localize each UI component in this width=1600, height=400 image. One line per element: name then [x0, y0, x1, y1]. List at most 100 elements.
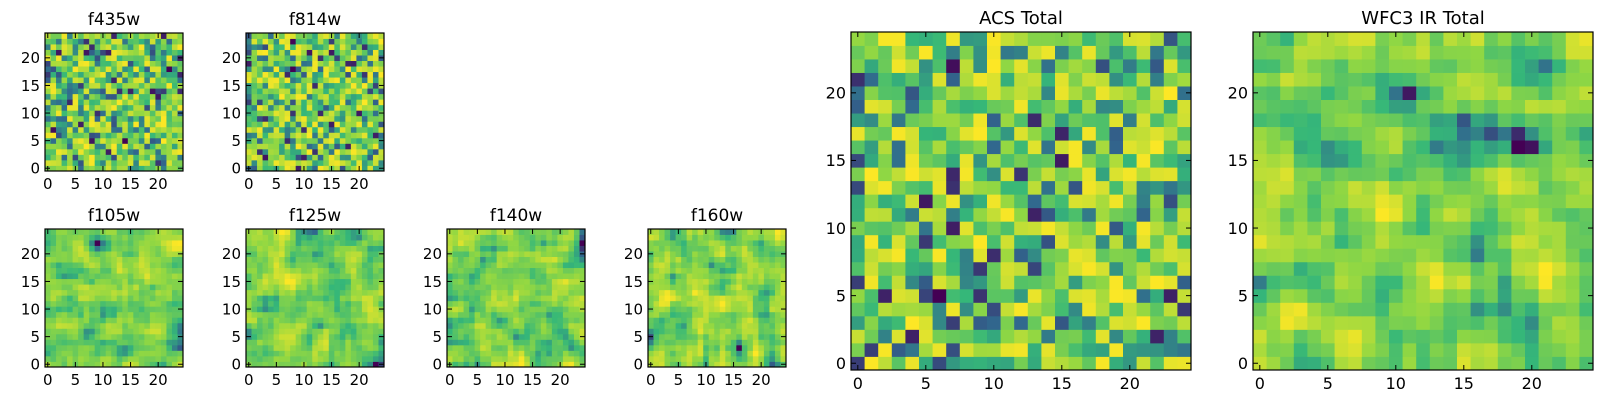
- heatmap-cell: [1402, 329, 1417, 344]
- heatmap-cell: [905, 248, 920, 263]
- heatmap-cell: [703, 267, 710, 274]
- heatmap-cell: [56, 306, 62, 313]
- heatmap-cell: [1177, 140, 1192, 155]
- heatmap-cell: [171, 273, 178, 280]
- heatmap-cell: [339, 339, 346, 346]
- heatmap-cell: [769, 306, 776, 313]
- heatmap-cell: [502, 245, 509, 252]
- heatmap-cell: [317, 165, 324, 172]
- heatmap-cell: [116, 137, 123, 144]
- heatmap-cell: [452, 306, 459, 313]
- heatmap-cell: [769, 295, 776, 302]
- heatmap-cell: [987, 234, 1001, 249]
- heatmap-cell: [149, 317, 156, 324]
- heatmap-cell: [111, 234, 118, 241]
- heatmap-cell: [1000, 261, 1015, 276]
- heatmap-cell: [328, 328, 335, 335]
- heatmap-cell: [323, 71, 330, 78]
- heatmap-cell: [361, 55, 368, 61]
- heatmap-cell: [334, 251, 341, 257]
- heatmap-cell: [1334, 342, 1349, 357]
- heatmap-cell: [697, 306, 704, 313]
- heatmap-cell: [78, 154, 85, 161]
- heatmap-cell: [1041, 59, 1056, 73]
- heatmap-cell: [268, 66, 274, 73]
- heatmap-cell: [1041, 153, 1056, 168]
- heatmap-cell: [864, 167, 879, 182]
- heatmap-cell: [752, 311, 759, 318]
- heatmap-cell: [469, 333, 475, 340]
- heatmap-cell: [372, 273, 379, 280]
- heatmap-cell: [529, 289, 536, 296]
- x-tick-label: 10: [93, 371, 112, 389]
- heatmap-cell: [246, 93, 252, 100]
- heatmap-cell: [262, 262, 269, 269]
- heatmap-cell: [752, 361, 759, 368]
- heatmap-cell: [573, 317, 580, 324]
- heatmap-cell: [681, 295, 688, 302]
- heatmap-cell: [736, 306, 743, 313]
- heatmap-cell: [94, 121, 101, 128]
- heatmap-cell: [339, 126, 346, 133]
- heatmap-cell: [301, 295, 308, 302]
- heatmap-cell: [279, 295, 286, 302]
- heatmap-cell: [144, 229, 151, 235]
- heatmap-cell: [480, 278, 487, 285]
- heatmap-cell: [458, 361, 464, 368]
- heatmap-cell: [361, 159, 368, 166]
- heatmap-cell: [89, 328, 96, 335]
- heatmap-cell: [367, 55, 374, 61]
- heatmap-cell: [491, 300, 498, 307]
- heatmap-cell: [529, 333, 536, 340]
- heatmap-cell: [100, 262, 107, 269]
- heatmap-cell: [273, 104, 280, 111]
- heatmap-cell: [546, 350, 553, 357]
- heatmap-cell: [485, 300, 492, 307]
- heatmap-cell: [317, 361, 324, 368]
- heatmap-cell: [708, 251, 715, 257]
- heatmap-cell: [725, 240, 732, 246]
- heatmap-cell: [719, 262, 726, 269]
- heatmap-cell: [469, 284, 475, 291]
- heatmap-cell: [452, 234, 459, 241]
- heatmap-cell: [452, 322, 459, 329]
- heatmap-cell: [111, 143, 118, 150]
- heatmap-cell: [675, 262, 682, 269]
- heatmap-cell: [122, 165, 129, 172]
- heatmap-cell: [100, 137, 107, 144]
- heatmap-cell: [524, 256, 531, 263]
- heatmap-cell: [100, 256, 107, 263]
- heatmap-cell: [345, 311, 352, 318]
- heatmap-cell: [573, 355, 580, 362]
- heatmap-cell: [1163, 72, 1178, 87]
- heatmap-cell: [144, 99, 151, 106]
- heatmap-cell: [540, 262, 547, 269]
- heatmap-cell: [1416, 207, 1431, 222]
- heatmap-cell: [72, 55, 79, 61]
- heatmap-cell: [45, 44, 51, 50]
- heatmap-cell: [268, 33, 274, 39]
- heatmap-cell: [1163, 302, 1178, 317]
- heatmap-cell: [367, 154, 374, 161]
- heatmap-cell: [458, 350, 464, 357]
- heatmap-cell: [301, 311, 308, 318]
- heatmap-cell: [557, 289, 564, 296]
- heatmap-cell: [350, 126, 357, 133]
- heatmap-cell: [45, 148, 51, 155]
- heatmap-cell: [350, 317, 357, 324]
- heatmap-cell: [1538, 342, 1553, 357]
- heatmap-cell: [1068, 315, 1083, 330]
- heatmap-cell: [763, 361, 770, 368]
- heatmap-cell: [251, 99, 258, 106]
- heatmap-cell: [664, 333, 671, 340]
- heatmap-cell: [659, 344, 665, 351]
- heatmap-cell: [1014, 329, 1029, 344]
- heatmap-cell: [89, 66, 96, 73]
- heatmap-cell: [780, 289, 787, 296]
- heatmap-cell: [973, 113, 988, 128]
- heatmap-cell: [1177, 126, 1192, 141]
- heatmap-cell: [725, 306, 732, 313]
- heatmap-cell: [1484, 356, 1499, 371]
- heatmap-cell: [122, 77, 129, 84]
- heatmap-cell: [78, 322, 85, 329]
